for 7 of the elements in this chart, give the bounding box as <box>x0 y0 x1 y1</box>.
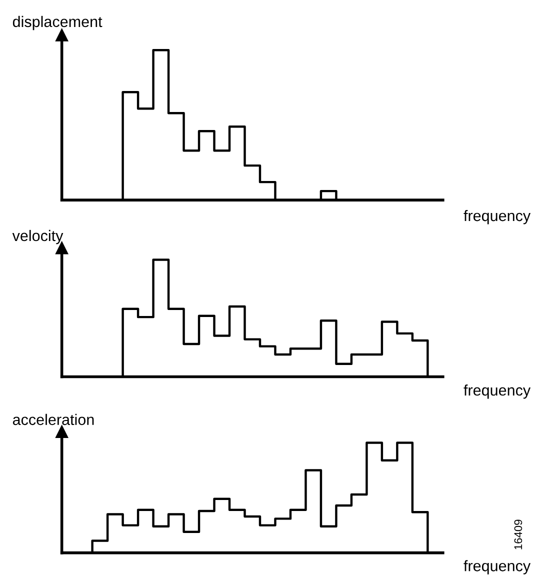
text: 16409 <box>514 520 522 550</box>
x-axis-title: frequency <box>464 384 531 399</box>
x-axis-title: frequency <box>464 560 531 574</box>
y-axis-title: displacement <box>12 16 102 30</box>
x-axis-title: frequency <box>464 210 531 224</box>
y-axis-title: acceleration <box>12 414 94 426</box>
y-axis-title: velocity <box>12 230 64 244</box>
